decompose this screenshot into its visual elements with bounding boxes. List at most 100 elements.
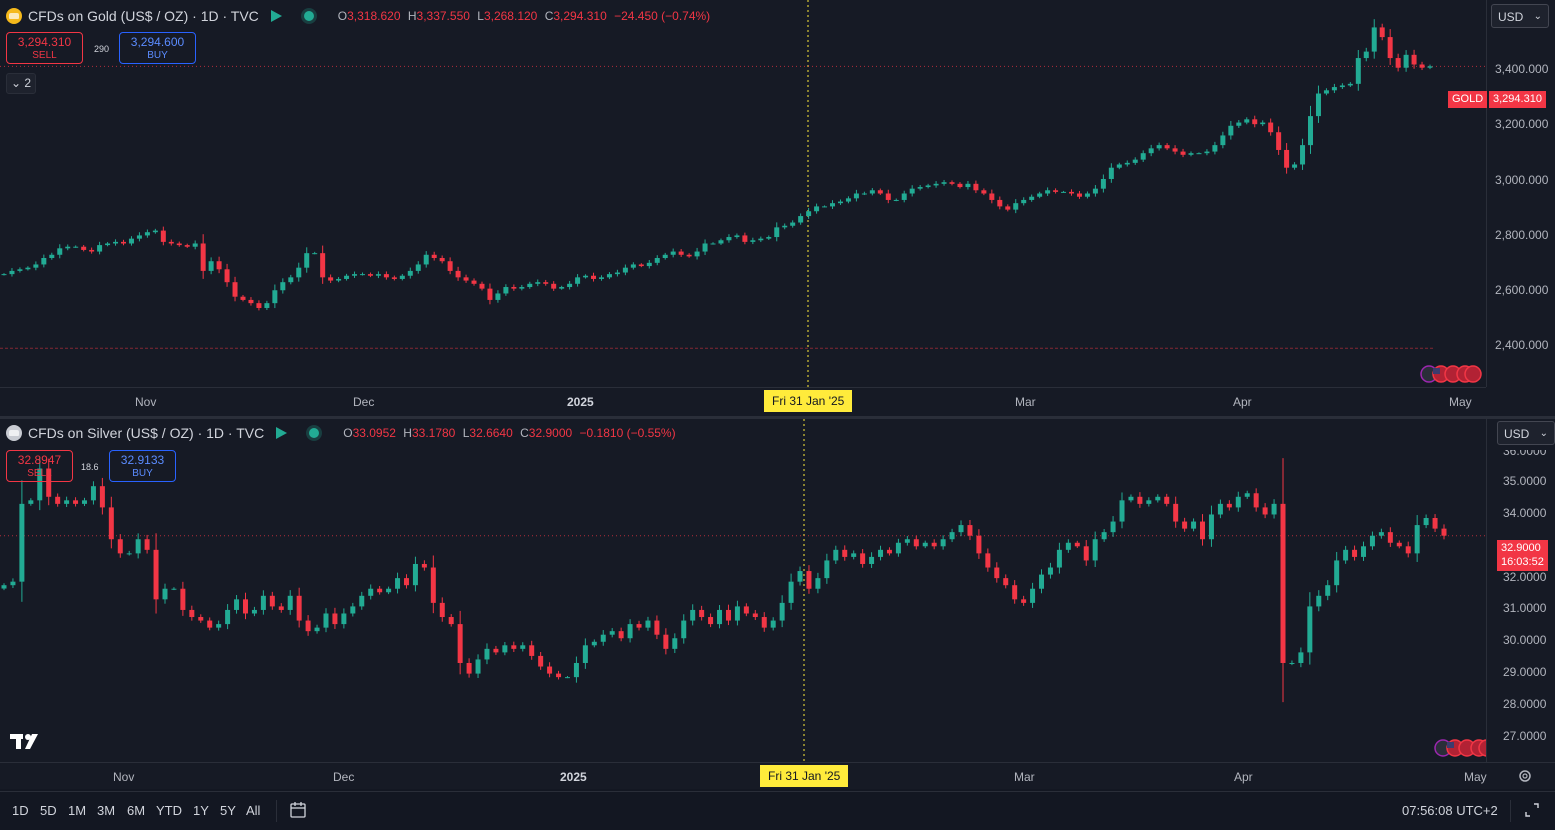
candle [877, 188, 883, 195]
candle [851, 550, 857, 560]
candle [1182, 517, 1188, 532]
candle [1076, 190, 1082, 199]
candle [663, 628, 669, 655]
silver-price-tick: 27.0000 [1503, 729, 1547, 743]
gold-buy-button[interactable]: 3,294.600 BUY [119, 32, 196, 64]
candle [770, 617, 776, 631]
candle [287, 590, 293, 615]
candle [798, 213, 804, 225]
candle [391, 275, 397, 281]
flag-icon[interactable] [276, 427, 288, 439]
candle [439, 597, 445, 622]
silver-buy-button[interactable]: 32.9133 BUY [109, 450, 176, 482]
candle [37, 457, 43, 511]
silver-candlestick-plot[interactable] [0, 419, 1486, 762]
candle [128, 236, 134, 246]
gold-chart-pane[interactable]: CFDs on Gold (US$ / OZ) · 1D · TVC O3,31… [0, 0, 1555, 416]
candle [917, 184, 923, 191]
candle [1396, 540, 1402, 549]
indicators-collapse-button[interactable]: ⌄ 2 [6, 73, 36, 94]
gold-sell-button[interactable]: 3,294.310 SELL [6, 32, 83, 64]
pane-separator[interactable] [0, 416, 1555, 419]
candle [503, 284, 509, 296]
gold-currency-select[interactable]: USD ⌄ [1491, 4, 1549, 28]
candle [423, 251, 429, 268]
candle [17, 267, 23, 273]
range-5d-button[interactable]: 5D [40, 803, 57, 818]
candle [350, 602, 356, 617]
candle [10, 578, 16, 589]
range-all-button[interactable]: All [246, 803, 261, 818]
candle [1065, 539, 1071, 553]
silver-time-tick: Apr [1234, 770, 1253, 784]
candle [761, 612, 767, 632]
candle [502, 641, 508, 656]
events-flags-icon[interactable] [1420, 365, 1482, 383]
candle [117, 534, 123, 558]
gold-time-axis[interactable]: Nov Dec 2025 Mar Apr May Fri 31 Jan '25 [0, 387, 1486, 416]
candle [73, 497, 79, 507]
candle [1253, 488, 1259, 512]
candle [1013, 199, 1019, 214]
candle [367, 272, 373, 278]
candle [1308, 105, 1314, 154]
candle [1191, 518, 1197, 532]
range-1d-button[interactable]: 1D [12, 803, 29, 818]
silver-price-axis[interactable]: USD ⌄ 36.0000 35.0000 34.0000 32.0000 31… [1486, 419, 1555, 762]
candle [940, 535, 946, 550]
candle [654, 255, 660, 266]
events-flags-icon[interactable] [1434, 739, 1486, 757]
silver-ohlc-values: O33.0952 H33.1780 L32.6640 C32.9000 −0.1… [343, 426, 676, 440]
toolbar-divider [276, 800, 277, 822]
candle [189, 605, 195, 621]
candle [1347, 82, 1353, 87]
calendar-goto-date-icon[interactable] [289, 801, 307, 824]
silver-time-axis[interactable]: Nov Dec 2025 Mar Apr May Fri 31 Jan '25 [0, 762, 1555, 791]
silver-sell-button[interactable]: 32.8947 SELL [6, 450, 73, 482]
candle [957, 182, 963, 189]
range-6m-button[interactable]: 6M [127, 803, 146, 818]
candle [208, 257, 214, 275]
candle [28, 498, 34, 506]
tradingview-logo-icon[interactable] [10, 732, 42, 756]
candle [922, 540, 928, 549]
candle [314, 624, 320, 634]
silver-currency-select[interactable]: USD ⌄ [1497, 421, 1555, 445]
chevron-down-icon: ⌄ [10, 76, 22, 90]
gold-legend: CFDs on Gold (US$ / OZ) · 1D · TVC O3,31… [6, 6, 714, 26]
candle [981, 188, 987, 196]
gold-price-tick: 2,800.000 [1495, 228, 1549, 242]
candle [614, 269, 620, 277]
candle [1355, 50, 1361, 91]
gold-price-axis[interactable]: USD ⌄ 3,400.000 3,200.000 3,000.000 2,80… [1486, 0, 1555, 387]
candle [976, 529, 982, 559]
fullscreen-icon[interactable] [1524, 802, 1540, 823]
candle [1339, 83, 1345, 89]
candle [853, 189, 859, 202]
flag-icon[interactable] [270, 10, 282, 22]
candle [567, 280, 573, 290]
range-5y-button[interactable]: 5Y [220, 803, 236, 818]
candle [1204, 149, 1210, 156]
settings-gear-icon[interactable] [1517, 768, 1533, 789]
silver-symbol-title[interactable]: CFDs on Silver (US$ / OZ) · 1D · TVC [28, 425, 265, 441]
candle [869, 552, 875, 568]
candle [1180, 148, 1186, 158]
gold-symbol-title[interactable]: CFDs on Gold (US$ / OZ) · 1D · TVC [28, 8, 259, 24]
candle [1378, 528, 1384, 539]
range-3m-button[interactable]: 3M [97, 803, 116, 818]
range-ytd-button[interactable]: YTD [156, 803, 182, 818]
range-1y-button[interactable]: 1Y [193, 803, 209, 818]
candle [328, 274, 334, 284]
gold-candlestick-plot[interactable] [0, 0, 1486, 387]
candle [171, 587, 177, 591]
candle [395, 572, 401, 594]
candle [108, 496, 114, 549]
range-1m-button[interactable]: 1M [68, 803, 87, 818]
candle [120, 239, 126, 246]
candle [913, 535, 919, 550]
silver-bar-countdown: 16:03:52 [1501, 556, 1544, 568]
candle [1012, 580, 1018, 604]
silver-chart-pane[interactable]: CFDs on Silver (US$ / OZ) · 1D · TVC O33… [0, 419, 1555, 789]
clock-time-display[interactable]: 07:56:08 UTC+2 [1402, 803, 1498, 818]
